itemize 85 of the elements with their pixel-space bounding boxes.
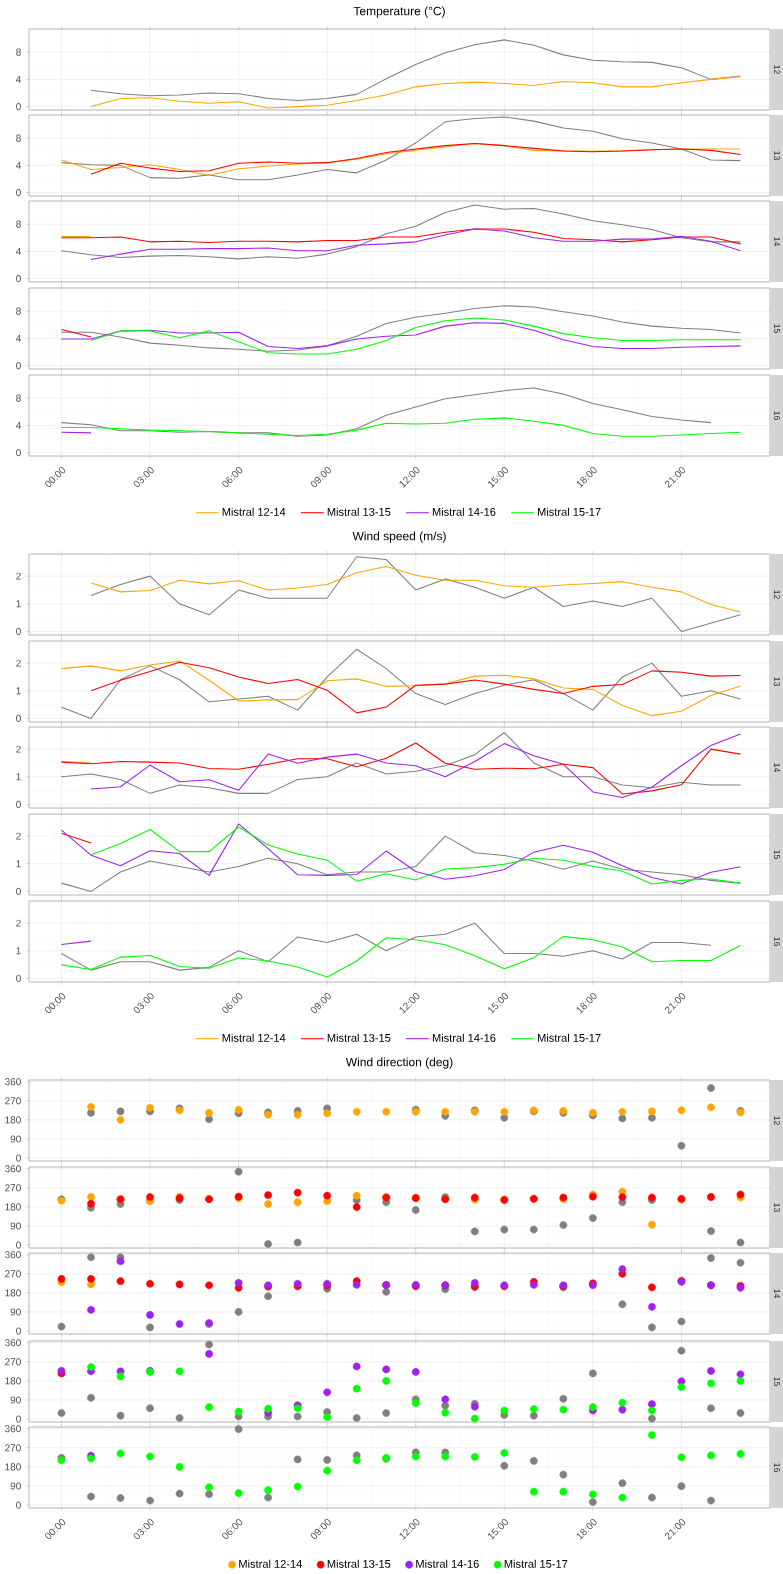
y-tick-label: 2 bbox=[16, 659, 21, 667]
y-tick-label: 4 bbox=[15, 247, 21, 255]
y-tick-label: 1 bbox=[16, 860, 21, 868]
y-tick-label: 0 bbox=[16, 887, 21, 895]
legend-label: Mistral 15-17 bbox=[538, 507, 601, 516]
legend-label: Mistral 13-15 bbox=[327, 507, 391, 516]
y-tick-label: 4 bbox=[15, 75, 21, 83]
y-tick-label: 90 bbox=[10, 1135, 21, 1143]
y-tick-label: 0 bbox=[16, 800, 21, 808]
y-tick-label: 270 bbox=[5, 1444, 21, 1452]
y-tick-label: 2 bbox=[16, 832, 21, 840]
y-tick-label: 270 bbox=[5, 1184, 21, 1192]
y-tick-label: 8 bbox=[16, 134, 21, 142]
y-tick-label: 8 bbox=[16, 394, 21, 402]
text: 13 bbox=[773, 1203, 781, 1212]
text: 12 bbox=[773, 1116, 781, 1125]
text: 16 bbox=[773, 411, 781, 420]
y-tick-label: 180 bbox=[5, 1289, 21, 1297]
y-tick-label: 2 bbox=[16, 572, 21, 580]
y-tick-label: 0 bbox=[16, 103, 21, 111]
legend-label: Mistral 13-15 bbox=[327, 1559, 391, 1568]
y-tick-label: 90 bbox=[10, 1308, 21, 1316]
text: 16 bbox=[773, 937, 781, 946]
y-tick-label: 1 bbox=[16, 687, 21, 695]
legend-label: Mistral 14-16 bbox=[416, 1559, 479, 1568]
legend-label: Mistral 14-16 bbox=[432, 1033, 496, 1042]
y-tick-label: 0 bbox=[16, 714, 21, 722]
text: 13 bbox=[773, 151, 781, 160]
text: 16 bbox=[773, 1463, 781, 1472]
chart-title: Temperature (°C) bbox=[353, 6, 445, 18]
y-tick-label: 270 bbox=[5, 1270, 21, 1278]
text: 12 bbox=[773, 65, 781, 74]
y-tick-label: 360 bbox=[4, 1425, 21, 1433]
text: 15 bbox=[773, 324, 781, 333]
text: 13 bbox=[773, 677, 781, 686]
text: 12 bbox=[773, 590, 781, 599]
legend-label: Mistral 12-14 bbox=[222, 507, 286, 516]
text: 14 bbox=[774, 1289, 780, 1299]
text: 14 bbox=[774, 237, 780, 247]
y-tick-label: 0 bbox=[16, 1327, 21, 1335]
y-tick-label: 0 bbox=[16, 275, 21, 283]
legend-label: Mistral 15-17 bbox=[504, 1559, 568, 1568]
y-tick-label: 4 bbox=[15, 161, 21, 169]
y-tick-label: 8 bbox=[16, 48, 21, 56]
y-tick-label: 360 bbox=[4, 1251, 21, 1259]
y-tick-label: 0 bbox=[16, 627, 21, 635]
y-tick-label: 360 bbox=[4, 1078, 21, 1086]
text: 15 bbox=[773, 1377, 781, 1386]
y-tick-label: 180 bbox=[5, 1463, 21, 1471]
y-tick-label: 180 bbox=[5, 1203, 21, 1211]
chart-title: Wind speed (m/s) bbox=[352, 531, 446, 543]
y-tick-label: 4 bbox=[15, 421, 21, 429]
y-tick-label: 1 bbox=[16, 947, 21, 955]
y-tick-label: 90 bbox=[10, 1222, 21, 1230]
y-tick-label: 90 bbox=[10, 1482, 21, 1490]
y-tick-label: 0 bbox=[16, 189, 21, 197]
y-tick-label: 2 bbox=[16, 745, 21, 753]
text: 15 bbox=[773, 850, 781, 859]
y-tick-label: 360 bbox=[4, 1165, 21, 1173]
y-tick-label: 0 bbox=[16, 974, 21, 982]
y-tick-label: 1 bbox=[16, 600, 21, 608]
y-tick-label: 2 bbox=[16, 919, 21, 927]
y-tick-label: 8 bbox=[16, 307, 21, 315]
y-tick-label: 0 bbox=[16, 1415, 21, 1423]
legend-label: Mistral 12-14 bbox=[222, 1033, 286, 1042]
legend-label: Mistral 12-14 bbox=[239, 1559, 302, 1568]
y-tick-label: 90 bbox=[10, 1396, 21, 1404]
legend-label: Mistral 13-15 bbox=[327, 1033, 391, 1042]
y-tick-label: 270 bbox=[5, 1358, 21, 1366]
y-tick-label: 0 bbox=[16, 1154, 21, 1162]
y-tick-label: 180 bbox=[5, 1377, 21, 1385]
y-tick-label: 0 bbox=[16, 449, 21, 457]
y-tick-label: 4 bbox=[15, 334, 21, 342]
legend-label: Mistral 15-17 bbox=[538, 1033, 601, 1042]
y-tick-label: 0 bbox=[16, 1241, 21, 1249]
y-tick-label: 8 bbox=[16, 220, 21, 228]
text: 14 bbox=[774, 763, 780, 773]
chart-title: Wind direction (deg) bbox=[345, 1057, 453, 1069]
y-tick-label: 360 bbox=[4, 1339, 21, 1347]
y-tick-label: 270 bbox=[5, 1097, 21, 1105]
y-tick-label: 0 bbox=[16, 362, 21, 370]
y-tick-label: 1 bbox=[16, 773, 21, 781]
y-tick-label: 0 bbox=[16, 1501, 21, 1509]
legend-label: Mistral 14-16 bbox=[432, 507, 496, 516]
y-tick-label: 180 bbox=[5, 1116, 21, 1124]
